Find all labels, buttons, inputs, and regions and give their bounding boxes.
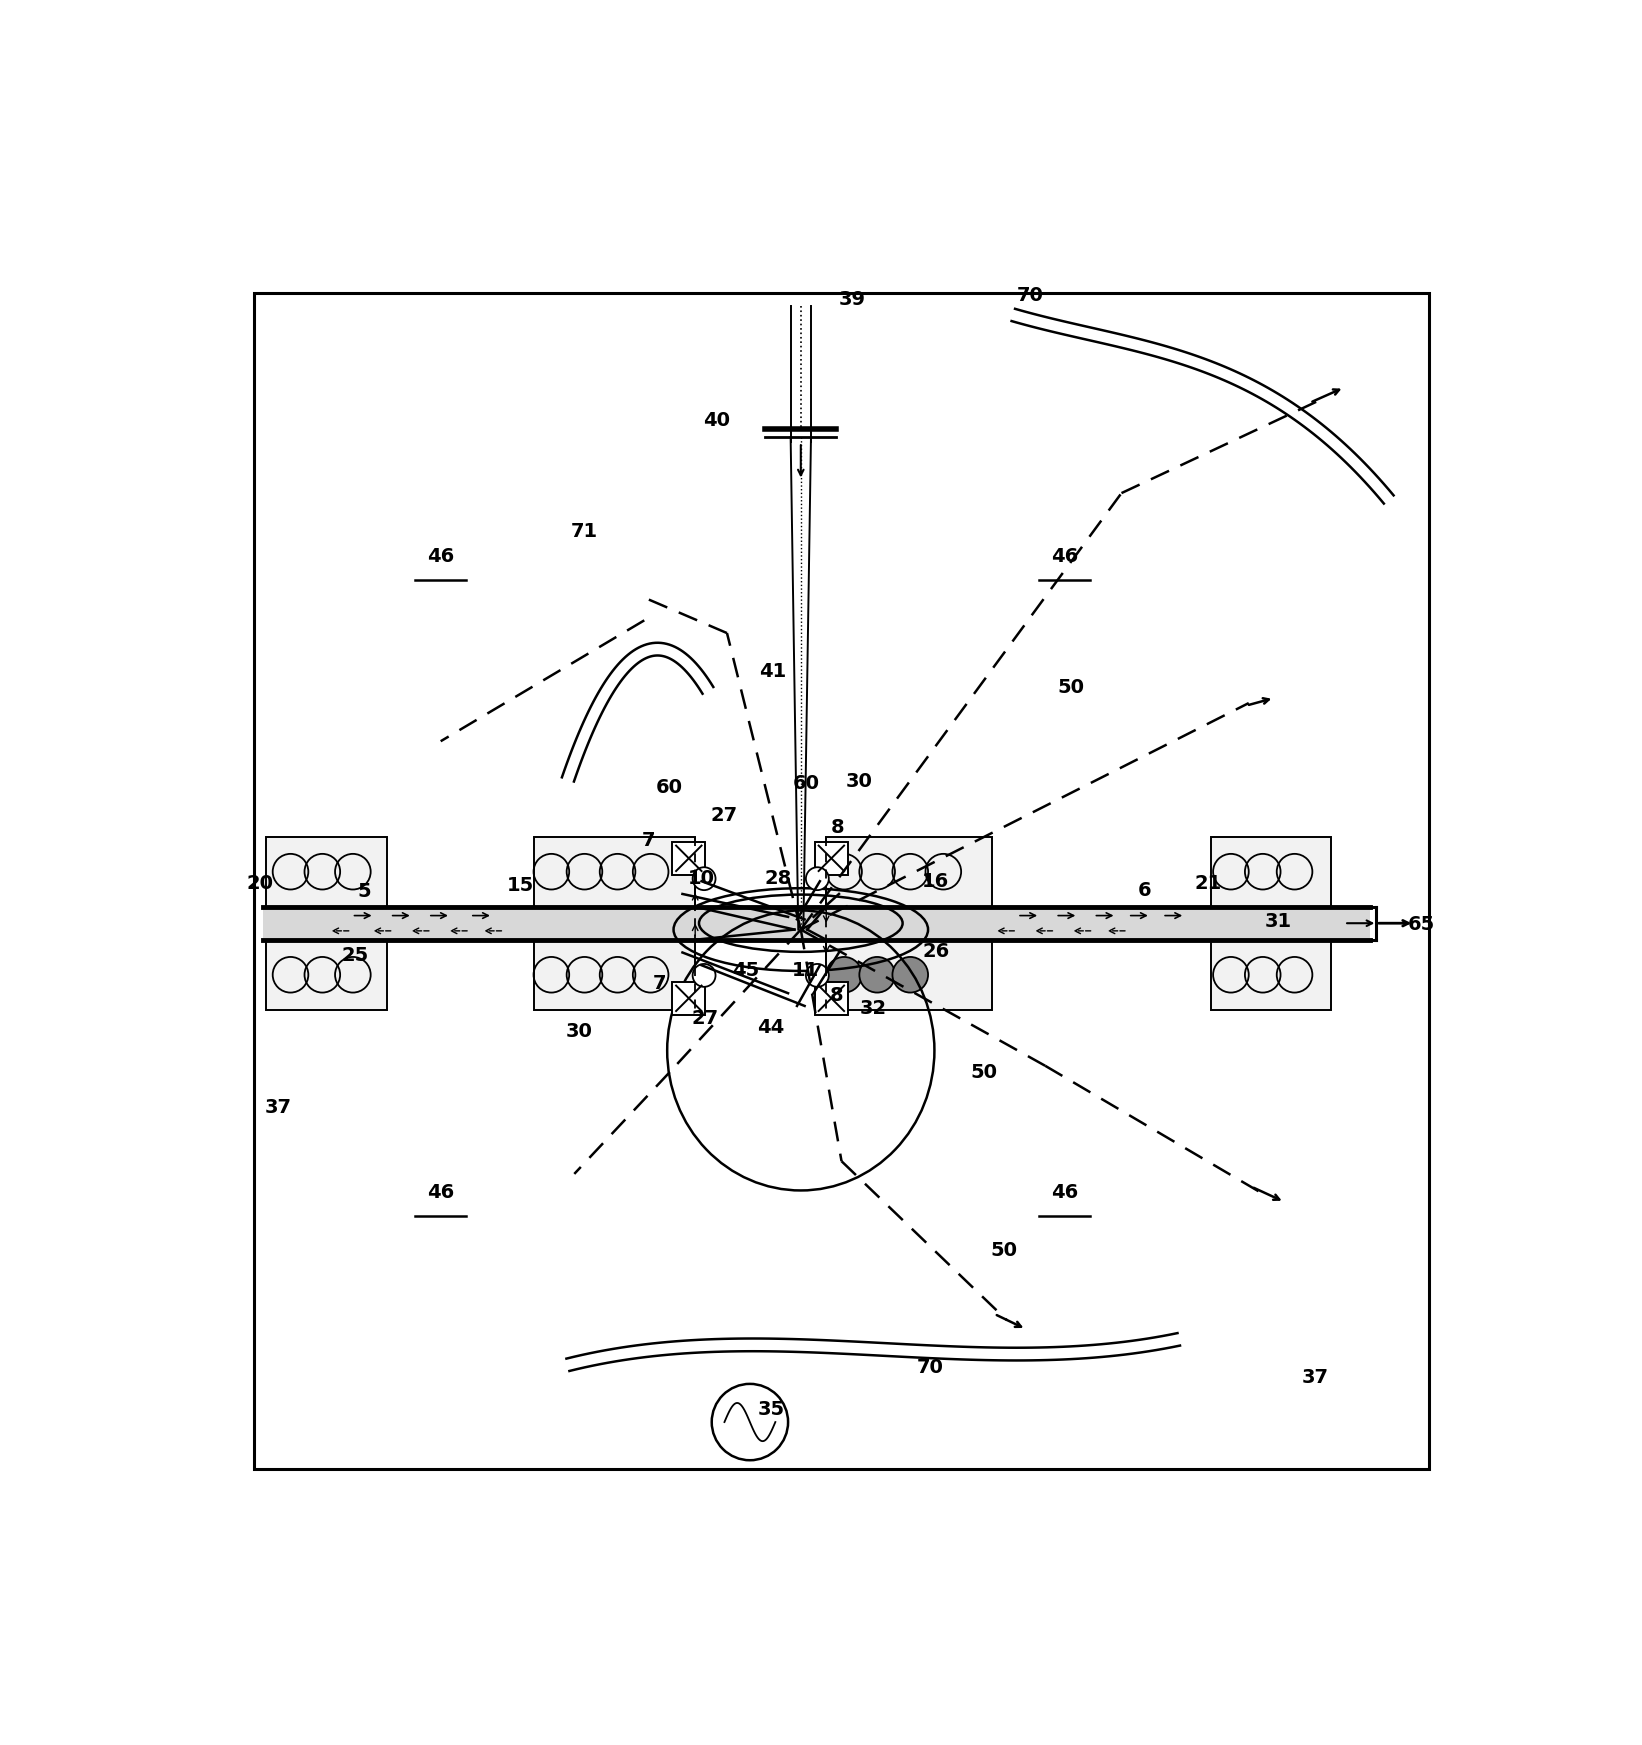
Bar: [266, 941, 388, 1010]
Bar: [814, 982, 847, 1016]
Text: 50: 50: [970, 1063, 998, 1082]
Text: 65: 65: [1409, 914, 1435, 934]
Text: 35: 35: [759, 1399, 785, 1419]
Text: 21: 21: [1194, 874, 1222, 893]
Text: 50: 50: [1057, 679, 1084, 698]
Text: 26: 26: [923, 942, 949, 961]
Text: 15: 15: [507, 876, 534, 895]
Text: 71: 71: [571, 522, 598, 541]
Bar: [672, 982, 706, 1016]
Circle shape: [893, 956, 928, 993]
Text: 6: 6: [1138, 881, 1151, 900]
Circle shape: [693, 867, 716, 890]
Text: 39: 39: [837, 290, 865, 309]
Bar: [672, 841, 706, 874]
Text: 27: 27: [691, 1009, 719, 1028]
Text: 7: 7: [654, 974, 667, 993]
Text: 46: 46: [1051, 548, 1077, 565]
Text: 28: 28: [764, 869, 791, 888]
Text: 30: 30: [846, 773, 874, 792]
Circle shape: [806, 963, 829, 988]
Bar: [1210, 836, 1332, 907]
Bar: [826, 941, 992, 1010]
Text: 5: 5: [358, 881, 371, 900]
Text: 8: 8: [829, 986, 844, 1005]
Text: 70: 70: [1016, 286, 1043, 305]
Text: 25: 25: [342, 946, 369, 965]
Bar: [534, 941, 695, 1010]
Text: 20: 20: [246, 874, 274, 893]
Text: 8: 8: [831, 818, 844, 838]
Text: 70: 70: [918, 1358, 944, 1377]
Text: 27: 27: [711, 806, 737, 825]
Text: 45: 45: [732, 961, 760, 979]
Bar: [826, 836, 992, 907]
Text: 37: 37: [1302, 1368, 1328, 1387]
Circle shape: [693, 963, 716, 988]
Circle shape: [859, 956, 895, 993]
Circle shape: [826, 956, 862, 993]
Text: 46: 46: [427, 548, 455, 565]
Circle shape: [806, 867, 829, 890]
Text: 7: 7: [642, 831, 655, 850]
Text: 16: 16: [923, 872, 949, 890]
Text: 40: 40: [703, 412, 731, 429]
Bar: [1210, 941, 1332, 1010]
Bar: [814, 841, 847, 874]
Text: 46: 46: [427, 1183, 455, 1202]
Text: 11: 11: [793, 961, 819, 979]
Text: 31: 31: [1264, 913, 1292, 932]
Text: 30: 30: [566, 1023, 593, 1040]
Text: 37: 37: [264, 1098, 291, 1117]
Text: 41: 41: [759, 661, 787, 681]
Bar: [266, 836, 388, 907]
Text: 50: 50: [990, 1241, 1018, 1260]
Text: 32: 32: [860, 998, 887, 1017]
Text: 60: 60: [657, 778, 683, 796]
Text: 10: 10: [688, 869, 714, 888]
Bar: [534, 836, 695, 907]
Text: 46: 46: [1051, 1183, 1077, 1202]
Text: 60: 60: [793, 773, 819, 792]
Bar: [263, 907, 1369, 941]
Text: 44: 44: [757, 1017, 783, 1037]
